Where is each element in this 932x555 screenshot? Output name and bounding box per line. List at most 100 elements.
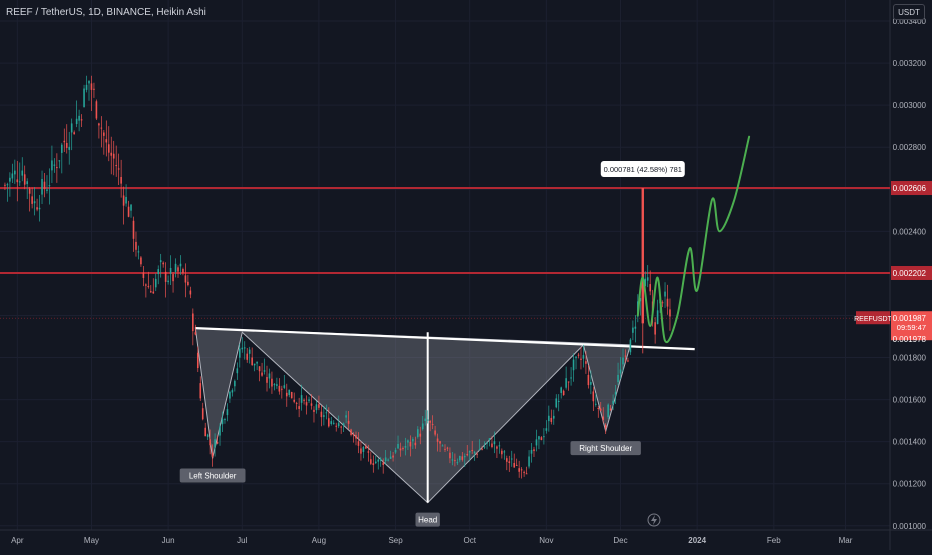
- candle-body: [562, 390, 565, 396]
- x-tick-label: Jun: [162, 536, 175, 545]
- candle-body: [419, 433, 422, 437]
- candle-body: [298, 406, 300, 409]
- candle-body: [110, 152, 113, 156]
- neckline: [195, 326, 695, 351]
- currency-button[interactable]: USDT: [893, 4, 925, 20]
- candle-body: [182, 268, 184, 273]
- candle-body: [107, 144, 110, 153]
- lightning-icon-bolt: [651, 515, 657, 525]
- candle-body: [439, 441, 441, 444]
- candle-body: [300, 395, 303, 403]
- candle-body: [612, 400, 614, 404]
- candle-body: [382, 462, 384, 465]
- y-tick-label: 0.003000: [893, 101, 927, 110]
- candle-body: [70, 123, 73, 133]
- candle-body: [137, 251, 140, 253]
- candle-body: [120, 176, 122, 184]
- candle-body: [303, 399, 305, 401]
- lightning-icon[interactable]: [647, 513, 661, 527]
- candle-body: [150, 291, 152, 293]
- candle-body: [48, 185, 51, 187]
- candle-body: [582, 355, 585, 359]
- candle-body: [394, 449, 397, 453]
- candle-body: [273, 384, 276, 386]
- pattern-label-text: Left Shoulder: [189, 471, 237, 480]
- candle-body: [224, 419, 226, 421]
- candle-body: [80, 119, 83, 121]
- candle-body: [644, 278, 647, 287]
- candle-body: [449, 452, 451, 459]
- candle-body: [206, 434, 209, 437]
- candle-body: [424, 418, 427, 421]
- candle-body: [258, 366, 261, 372]
- candle-body: [68, 146, 71, 150]
- candle-body: [251, 357, 253, 366]
- last-low-value: 0.001978: [893, 335, 927, 344]
- candle-body: [308, 399, 310, 401]
- candle-body: [429, 421, 431, 423]
- candle-body: [619, 369, 622, 374]
- candle-body: [609, 408, 612, 411]
- candle-body: [231, 390, 234, 393]
- candle-body: [315, 404, 318, 411]
- candle-body: [446, 447, 449, 449]
- candle-body: [417, 429, 419, 437]
- y-tick-label: 0.003400: [893, 17, 927, 26]
- candle-body: [6, 184, 9, 186]
- candle-body: [523, 471, 525, 473]
- candle-body: [666, 298, 669, 307]
- candle-body: [362, 446, 365, 452]
- pattern-area: [194, 327, 632, 504]
- candle-body: [520, 469, 523, 471]
- candle-body: [100, 127, 103, 129]
- candle-body: [130, 204, 132, 211]
- candle-body: [167, 280, 169, 283]
- candle-body: [169, 267, 172, 274]
- candle-body: [426, 419, 429, 421]
- candle-body: [256, 361, 258, 364]
- x-tick-label: May: [84, 536, 99, 545]
- measure-tooltip-text: 0.000781 (42.58%) 781: [604, 165, 682, 174]
- candle-body: [214, 439, 216, 448]
- candle-body: [154, 278, 157, 288]
- candle-body: [88, 80, 90, 84]
- pattern-label-text: Right Shoulder: [579, 444, 632, 453]
- candle-body: [115, 165, 117, 167]
- candle-body: [466, 454, 469, 456]
- candle-body: [533, 449, 535, 452]
- candle-body: [654, 322, 656, 335]
- candle-body: [152, 291, 155, 294]
- candle-body: [145, 284, 147, 286]
- candle-body: [51, 160, 53, 171]
- candle-body: [337, 423, 340, 427]
- candle-body: [508, 461, 511, 464]
- candle-body: [98, 123, 100, 126]
- symbol-title: REEF / TetherUS, 1D, BINANCE, Heikin Ash…: [6, 7, 206, 18]
- candle-body: [486, 442, 488, 444]
- candle-body: [33, 201, 36, 204]
- candle-body: [41, 178, 43, 195]
- candle-body: [253, 363, 256, 366]
- candle-body: [199, 383, 202, 399]
- candle-body: [545, 428, 548, 431]
- candle-body: [476, 453, 478, 455]
- projection-path: [636, 135, 751, 344]
- candle-body: [409, 441, 412, 447]
- candle-body: [414, 442, 417, 446]
- candle-body: [649, 284, 651, 292]
- candle-body: [664, 291, 666, 297]
- candle-body: [266, 377, 268, 383]
- candle-body: [498, 445, 501, 447]
- candle-body: [501, 450, 503, 455]
- candle-body: [236, 368, 239, 374]
- candle-body: [493, 441, 496, 445]
- candle-body: [496, 446, 498, 449]
- candle-countdown: 09:59:47: [897, 323, 926, 332]
- candle-body: [565, 378, 567, 388]
- candle-body: [56, 167, 58, 169]
- candle-body: [36, 207, 38, 210]
- last-price-badge-bg: [891, 311, 932, 341]
